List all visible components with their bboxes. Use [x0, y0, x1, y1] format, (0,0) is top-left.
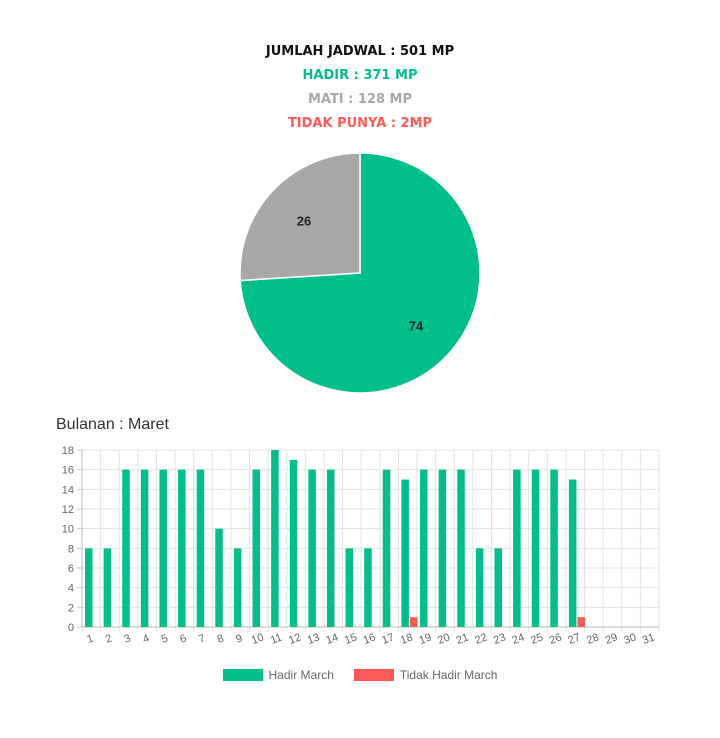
x-tick-label: 21	[455, 631, 471, 646]
bar-hadir-22[interactable]	[475, 548, 484, 627]
bar-hadir-19[interactable]	[420, 469, 428, 627]
y-tick-label: 10	[62, 524, 74, 536]
pie-slice-label-0: 74	[409, 319, 424, 334]
legend-swatch-hadir	[222, 669, 263, 681]
x-tick-label: 28	[585, 631, 601, 646]
x-tick-label: 19	[418, 631, 434, 646]
x-tick-label: 22	[473, 631, 489, 646]
dead-label: MATI : 128 MP	[307, 92, 413, 107]
bar-hadir-17[interactable]	[382, 469, 391, 627]
summary-block: JUMLAH JADWAL : 501 MP HADIR : 371 MP MA…	[0, 44, 720, 140]
bar-hadir-12[interactable]	[289, 459, 298, 627]
x-tick-label: 24	[511, 631, 527, 646]
x-tick-label: 26	[548, 631, 564, 646]
y-tick-label: 14	[62, 484, 74, 496]
x-tick-label: 3	[123, 632, 133, 645]
y-tick-label: 18	[62, 445, 74, 457]
bar-hadir-16[interactable]	[364, 548, 372, 627]
bar-hadir-21[interactable]	[457, 469, 465, 627]
bar-hadir-24[interactable]	[513, 469, 521, 627]
bar-hadir-7[interactable]	[196, 469, 205, 627]
pie-chart: 74 26	[239, 152, 481, 394]
x-tick-label: 11	[269, 632, 284, 647]
legend-item-hadir[interactable]: Hadir March	[222, 668, 334, 682]
bar-hadir-13[interactable]	[308, 469, 316, 627]
x-tick-label: 1	[85, 632, 95, 645]
y-tick-label: 4	[68, 583, 74, 595]
x-tick-label: 13	[306, 631, 322, 646]
x-tick-label: 5	[160, 632, 170, 645]
bar-hadir-11[interactable]	[271, 450, 279, 627]
bar-hadir-2[interactable]	[103, 548, 112, 627]
y-tick-label: 0	[68, 622, 74, 634]
bar-hadir-3[interactable]	[122, 469, 130, 627]
x-tick-label: 15	[343, 631, 359, 646]
y-tick-label: 8	[68, 543, 74, 555]
y-tick-label: 12	[62, 504, 74, 516]
x-tick-label: 23	[492, 631, 508, 646]
x-tick-label: 30	[622, 631, 638, 646]
bar-hadir-10[interactable]	[252, 469, 261, 627]
y-tick-label: 16	[62, 465, 74, 477]
y-tick-label: 2	[68, 602, 74, 614]
bar-hadir-14[interactable]	[326, 469, 335, 627]
pie-slice-label-1: 26	[297, 213, 311, 228]
x-tick-label: 25	[529, 631, 545, 646]
legend-label-hadir: Hadir March	[268, 668, 334, 682]
x-tick-label: 12	[287, 631, 303, 646]
chart-legend: Hadir March Tidak Hadir March	[0, 668, 720, 682]
bar-hadir-23[interactable]	[494, 548, 502, 627]
x-tick-label: 4	[141, 632, 151, 645]
not-owned-label: TIDAK PUNYA : 2MP	[287, 116, 433, 131]
bar-hadir-27[interactable]	[568, 479, 577, 628]
bar-hadir-9[interactable]	[233, 548, 242, 627]
x-tick-label: 20	[436, 631, 452, 646]
x-tick-label: 10	[250, 631, 266, 646]
x-tick-label: 2	[104, 632, 114, 645]
x-tick-label: 6	[178, 632, 188, 645]
bar-hadir-8[interactable]	[215, 528, 223, 627]
x-tick-label: 27	[566, 631, 582, 646]
legend-label-tidak-hadir: Tidak Hadir March	[399, 668, 498, 682]
bar-hadir-1[interactable]	[85, 548, 93, 627]
x-tick-label: 31	[641, 631, 657, 646]
bar-hadir-4[interactable]	[140, 469, 149, 627]
bar-hadir-15[interactable]	[345, 548, 354, 627]
x-tick-label: 29	[604, 631, 620, 646]
bar-hadir-18[interactable]	[401, 479, 409, 628]
pie-slice-1[interactable]	[239, 152, 361, 282]
bar-hadir-6[interactable]	[178, 469, 186, 627]
x-tick-label: 14	[324, 631, 340, 646]
bar-hadir-20[interactable]	[438, 469, 447, 627]
bar-hadir-5[interactable]	[159, 469, 167, 627]
legend-item-tidak-hadir[interactable]: Tidak Hadir March	[353, 668, 498, 682]
y-tick-label: 6	[68, 563, 74, 575]
x-tick-label: 18	[399, 631, 415, 646]
present-label: HADIR : 371 MP	[302, 68, 418, 83]
bar-hadir-26[interactable]	[550, 469, 558, 627]
legend-swatch-tidak-hadir	[353, 669, 394, 681]
bar-tidak-hadir-27[interactable]	[577, 617, 585, 627]
section-title: Bulanan : Maret	[56, 416, 169, 433]
bar-tidak-hadir-18[interactable]	[409, 617, 418, 627]
x-tick-label: 16	[362, 631, 378, 646]
x-tick-label: 7	[197, 632, 207, 645]
x-tick-label: 17	[380, 631, 396, 646]
x-tick-label: 8	[216, 632, 226, 645]
bar-hadir-25[interactable]	[531, 469, 540, 627]
x-tick-label: 9	[234, 632, 244, 645]
total-schedule-label: JUMLAH JADWAL : 501 MP	[265, 44, 455, 59]
